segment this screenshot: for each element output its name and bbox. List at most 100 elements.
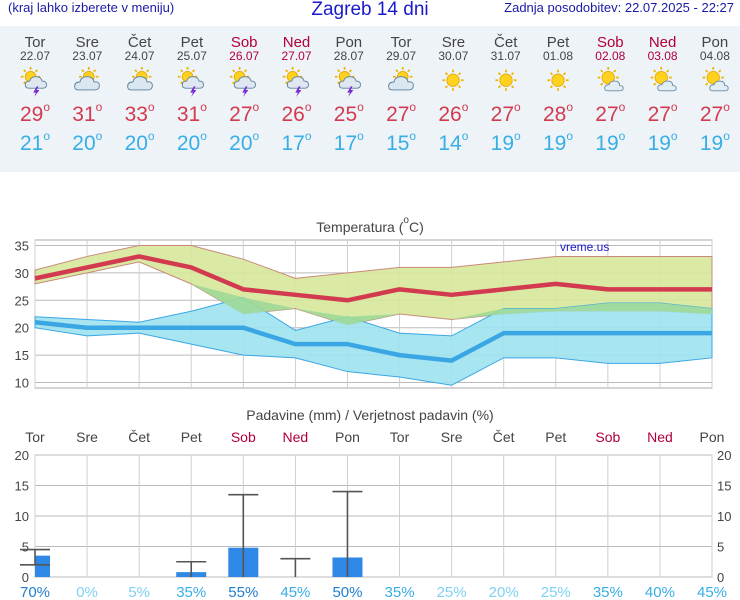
temperature-y-tick: 10 <box>15 376 29 391</box>
thunderstorm-sun-icon <box>175 67 209 97</box>
precip-probability: 0% <box>76 584 98 600</box>
day-column: Pet 01.08 28o 19o <box>532 26 584 156</box>
precip-day-label: Pet <box>181 429 202 445</box>
sun-icon <box>541 67 575 97</box>
day-name: Sob <box>230 34 258 51</box>
day-date: 02.08 <box>595 49 626 63</box>
day-column: Pon 04.08 27o 19o <box>689 26 740 156</box>
watermark-text: vreme.us <box>560 240 609 254</box>
max-temperature: 25o <box>333 100 364 126</box>
precip-day-label: Sre <box>441 429 463 445</box>
min-temperature: 19o <box>647 129 678 155</box>
day-date: 27.07 <box>281 49 312 63</box>
day-column: Tor 22.07 29o 21o <box>9 26 61 156</box>
day-name: Pet <box>180 34 204 51</box>
precip-probability: 25% <box>437 584 467 600</box>
day-column: Tor 29.07 27o 15o <box>375 26 427 156</box>
precip-y-tick-left: 20 <box>15 448 29 463</box>
precip-bar <box>35 555 50 577</box>
day-date: 04.08 <box>699 49 730 63</box>
tmin-line <box>34 319 712 363</box>
temperature-y-tick: 20 <box>15 321 29 336</box>
min-temperature: 20o <box>124 129 155 155</box>
day-column: Sob 26.07 27o 20o <box>218 26 270 156</box>
temperature-chart: 10 15 20 25 30 35 vreme.us <box>15 238 713 391</box>
temperature-chart-title: Temperatura (oC) <box>316 215 424 235</box>
min-temperature: 19o <box>595 129 626 155</box>
precip-day-label: Pon <box>335 429 360 445</box>
day-date: 30.07 <box>438 49 469 63</box>
precip-probability: 40% <box>645 584 675 600</box>
precip-y-tick-right: 15 <box>717 479 731 494</box>
max-temperature: 33o <box>124 100 155 126</box>
min-temperature: 14o <box>438 129 469 155</box>
sun-icon <box>436 67 470 97</box>
precip-y-tick-left: 10 <box>15 509 29 524</box>
precip-day-label: Tor <box>390 429 410 445</box>
day-date: 25.07 <box>176 49 207 63</box>
sun-icon <box>489 67 523 97</box>
day-column: Ned 27.07 26o 17o <box>271 26 323 156</box>
temperature-overlap-band <box>191 283 712 325</box>
day-name: Sre <box>441 34 466 51</box>
day-name: Sob <box>596 34 624 51</box>
precip-y-tick-left: 0 <box>22 570 29 585</box>
min-temperature: 21o <box>19 129 51 155</box>
max-temperature: 31o <box>72 100 103 126</box>
day-column: Čet 31.07 27o 19o <box>480 26 532 156</box>
precip-probability: 5% <box>128 584 150 600</box>
header: (kraj lahko izberete v meniju) Zagreb 14… <box>0 0 740 22</box>
max-temperature: 27o <box>647 100 678 126</box>
cloudy-sun-icon <box>384 67 418 97</box>
thunderstorm-sun-icon <box>280 67 314 97</box>
precip-y-tick-right: 10 <box>717 509 731 524</box>
max-temperature: 27o <box>699 100 730 126</box>
precipitation-chart-title: Padavine (mm) / Verjetnost padavin (%) <box>246 407 494 423</box>
max-temperature: 29o <box>19 100 51 126</box>
max-temperature: 28o <box>542 100 574 126</box>
day-date: 22.07 <box>19 49 51 63</box>
day-name: Ned <box>648 34 677 51</box>
day-date: 24.07 <box>124 49 155 63</box>
day-name: Ned <box>282 34 311 51</box>
day-column: Pet 25.07 31o 20o <box>166 26 218 156</box>
precip-probability: 55% <box>228 584 258 600</box>
precip-probability: 35% <box>176 584 206 600</box>
precip-day-label: Tor <box>25 429 45 445</box>
min-temperature: 20o <box>176 129 207 155</box>
temperature-y-tick: 35 <box>15 238 29 253</box>
precip-probability: 20% <box>489 584 519 600</box>
precipitation-chart: Tor Sre Čet Pet Sob Ned Pon Tor Sre Čet Pet Sob Ned P… <box>15 429 732 600</box>
day-name: Čet <box>127 34 152 51</box>
max-temperature: 26o <box>438 100 469 126</box>
precip-y-tick-right: 20 <box>717 448 731 463</box>
min-temperature: 20o <box>229 129 260 155</box>
day-name: Pet <box>546 34 570 51</box>
precip-probability: 35% <box>385 584 415 600</box>
precip-day-label: Čet <box>493 429 515 445</box>
location-menu-hint-link[interactable]: (kraj lahko izberete v meniju) <box>8 0 175 15</box>
min-temperature: 20o <box>72 129 103 155</box>
day-column: Sre 23.07 31o 20o <box>61 26 113 156</box>
day-column: Ned 03.08 27o 19o <box>637 26 689 156</box>
max-temperature: 27o <box>490 100 521 126</box>
max-temperature: 26o <box>281 100 312 126</box>
precip-day-label: Čet <box>128 429 150 445</box>
min-temperature: 15o <box>386 129 417 155</box>
max-temperature: 27o <box>386 100 417 126</box>
precip-y-tick-left: 15 <box>15 479 29 494</box>
precip-probability: 45% <box>697 584 727 600</box>
min-temperature: 17o <box>281 129 312 155</box>
day-name: Tor <box>390 34 412 51</box>
precip-day-label: Pon <box>700 429 725 445</box>
precip-day-label: Sre <box>76 429 98 445</box>
partly-cloudy-sun-icon <box>593 67 627 97</box>
temperature-y-tick: 15 <box>15 348 29 363</box>
precip-probability: 50% <box>332 584 362 600</box>
thunderstorm-sun-icon <box>332 67 366 97</box>
day-date: 03.08 <box>647 49 678 63</box>
day-date: 31.07 <box>490 49 521 63</box>
page-title: Zagreb 14 dni <box>311 0 429 20</box>
day-date: 23.07 <box>72 49 103 63</box>
max-temperature: 27o <box>595 100 626 126</box>
